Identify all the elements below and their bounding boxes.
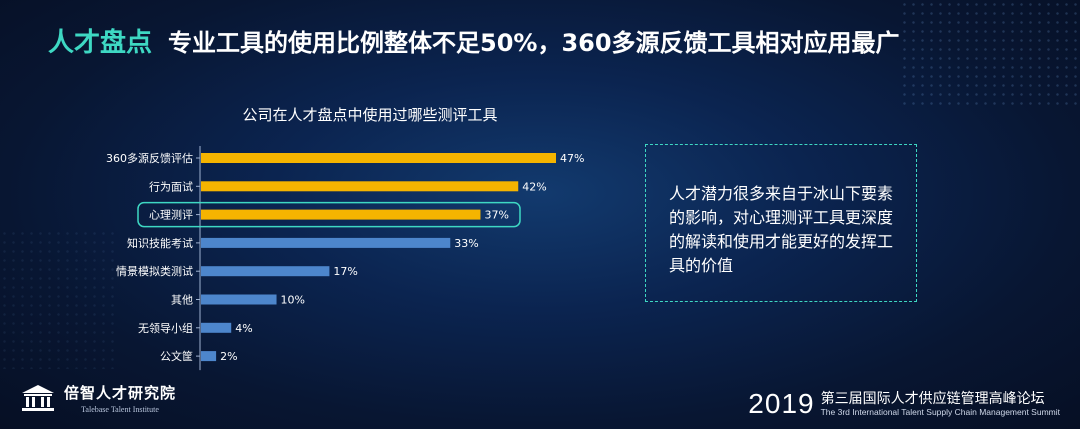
bar bbox=[201, 181, 519, 192]
bar bbox=[201, 294, 277, 305]
highlight-outline bbox=[137, 201, 521, 228]
event-year: 2019 bbox=[748, 388, 815, 419]
event-name-cn: 第三届国际人才供应链管理高峰论坛 bbox=[820, 391, 1045, 407]
bar bbox=[201, 351, 217, 362]
logo-name: 倍智人才研究院 bbox=[64, 384, 177, 402]
data-label: 10% bbox=[281, 294, 305, 307]
category-label: 无领导小组 bbox=[138, 321, 193, 335]
bar bbox=[201, 153, 556, 163]
bar bbox=[201, 209, 481, 220]
category-label: 公文筐 bbox=[160, 349, 193, 363]
event-name-en: The 3rd International Talent Supply Chai… bbox=[820, 407, 1060, 417]
insight-box: 人才潜力很多来自于冰山下要素的影响，对心理测评工具更深度的解读和使用才能更好的发… bbox=[645, 144, 917, 302]
logo-subtitle: Talebase Talent Institute bbox=[81, 405, 159, 414]
data-label: 17% bbox=[333, 265, 357, 278]
category-label: 心理测评 bbox=[149, 209, 193, 222]
institute-logo: 倍智人才研究院 Talebase Talent Institute bbox=[20, 382, 176, 414]
bar bbox=[201, 322, 232, 333]
chart-title: 公司在人才盘点中使用过哪些测评工具 bbox=[242, 106, 498, 124]
data-label: 47% bbox=[560, 152, 584, 165]
dot-pattern bbox=[900, 0, 1080, 110]
data-label: 2% bbox=[220, 350, 237, 363]
category-label: 其他 bbox=[171, 294, 193, 307]
bar bbox=[201, 266, 330, 277]
insight-text: 人才潜力很多来自于冰山下要素的影响，对心理测评工具更深度的解读和使用才能更好的发… bbox=[669, 184, 894, 275]
bar bbox=[201, 237, 451, 248]
page-title: 专业工具的使用比例整体不足50%，360多源反馈工具相对应用最广 bbox=[168, 29, 900, 57]
category-label: 360多源反馈评估 bbox=[106, 151, 193, 165]
heading-tag: 人才盘点 bbox=[48, 28, 153, 58]
page-heading: 人才盘点 专业工具的使用比例整体不足50%，360多源反馈工具相对应用最广 bbox=[48, 22, 900, 59]
building-icon bbox=[22, 385, 54, 411]
data-label: 4% bbox=[235, 322, 252, 335]
data-label: 42% bbox=[522, 180, 546, 193]
category-label: 行为面试 bbox=[149, 180, 193, 193]
data-label: 37% bbox=[484, 209, 508, 222]
data-label: 33% bbox=[454, 237, 478, 250]
event-brand: 2019 第三届国际人才供应链管理高峰论坛 The 3rd Internatio… bbox=[748, 388, 1060, 420]
dot-pattern-left bbox=[0, 229, 120, 369]
category-label: 知识技能考试 bbox=[127, 236, 193, 250]
category-label: 情景模拟类测试 bbox=[116, 264, 193, 278]
